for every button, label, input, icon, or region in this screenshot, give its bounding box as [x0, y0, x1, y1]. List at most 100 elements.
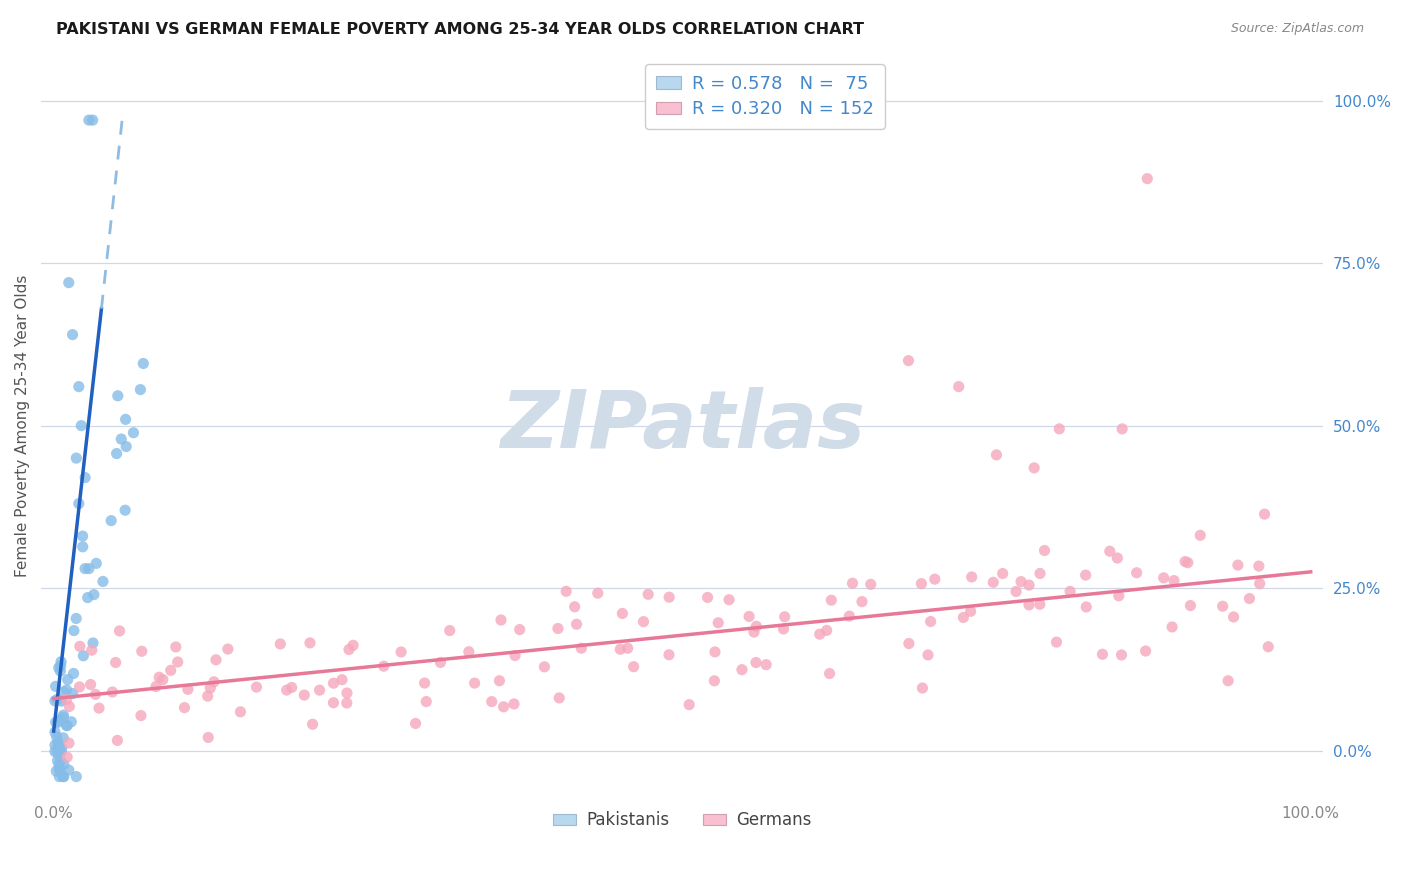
Point [45, 764, 67, 779]
Point [46, 692, 69, 706]
Point [129, 383, 152, 397]
Point [1047, 422, 1070, 436]
Point [336, 696, 359, 710]
Point [1005, 584, 1028, 599]
Point [51, 694, 73, 708]
Point [745, 619, 768, 633]
Point [44, 694, 66, 708]
Point [405, 716, 427, 731]
Point [658, 590, 681, 604]
Point [44, 744, 66, 758]
Point [52, 685, 75, 699]
Point [48, 713, 70, 727]
Point [533, 660, 555, 674]
Point [808, 627, 831, 641]
Point [859, 577, 882, 591]
Point [415, 695, 437, 709]
Point [45, 715, 67, 730]
Point [488, 673, 510, 688]
Point [897, 636, 920, 650]
Point [105, 733, 128, 747]
Point [1253, 507, 1275, 521]
Point [79, 677, 101, 691]
Point [107, 389, 129, 403]
Point [48, 758, 70, 772]
Point [87, 701, 110, 715]
Point [82, 113, 104, 128]
Point [48, 739, 70, 754]
Point [1059, 584, 1081, 599]
Point [166, 655, 188, 669]
Point [45, 730, 67, 744]
Point [1029, 566, 1052, 581]
Point [851, 594, 873, 608]
Point [63, 624, 86, 638]
Point [841, 576, 863, 591]
Point [104, 656, 127, 670]
Point [269, 637, 291, 651]
Point [1177, 556, 1199, 570]
Point [439, 624, 461, 638]
Point [1107, 551, 1129, 566]
Point [948, 379, 970, 393]
Point [56, 718, 79, 732]
Point [322, 696, 344, 710]
Point [49, 658, 72, 673]
Point [707, 615, 730, 630]
Point [67, 497, 90, 511]
Point [1098, 544, 1121, 558]
Point [633, 615, 655, 629]
Point [1174, 555, 1197, 569]
Point [337, 642, 360, 657]
Point [55, 682, 77, 697]
Point [58, 736, 80, 750]
Point [986, 448, 1008, 462]
Point [1029, 597, 1052, 611]
Point [772, 622, 794, 636]
Point [131, 644, 153, 658]
Point [569, 641, 592, 656]
Point [718, 592, 741, 607]
Point [49, 655, 72, 669]
Point [1076, 599, 1098, 614]
Point [52, 757, 75, 772]
Point [489, 613, 512, 627]
Point [457, 645, 479, 659]
Point [742, 625, 765, 640]
Point [202, 674, 225, 689]
Point [820, 593, 842, 607]
Point [67, 379, 90, 393]
Point [1135, 644, 1157, 658]
Point [52, 710, 75, 724]
Point [159, 663, 181, 677]
Point [616, 641, 638, 656]
Point [555, 584, 578, 599]
Point [46, 754, 69, 768]
Point [114, 503, 136, 517]
Point [773, 610, 796, 624]
Point [960, 570, 983, 584]
Point [920, 615, 942, 629]
Point [49, 664, 72, 678]
Point [838, 609, 860, 624]
Point [503, 697, 526, 711]
Point [565, 617, 588, 632]
Point [217, 642, 239, 657]
Point [48, 761, 70, 775]
Point [586, 586, 609, 600]
Point [52, 770, 75, 784]
Point [177, 682, 200, 697]
Point [373, 659, 395, 673]
Point [911, 681, 934, 695]
Point [65, 611, 87, 625]
Point [1136, 171, 1159, 186]
Point [108, 624, 131, 638]
Point [200, 681, 222, 695]
Point [56, 750, 79, 764]
Point [58, 699, 80, 714]
Point [83, 588, 105, 602]
Y-axis label: Female Poverty Among 25-34 Year Olds: Female Poverty Among 25-34 Year Olds [15, 275, 30, 577]
Point [44, 725, 66, 739]
Point [464, 676, 486, 690]
Point [114, 412, 136, 426]
